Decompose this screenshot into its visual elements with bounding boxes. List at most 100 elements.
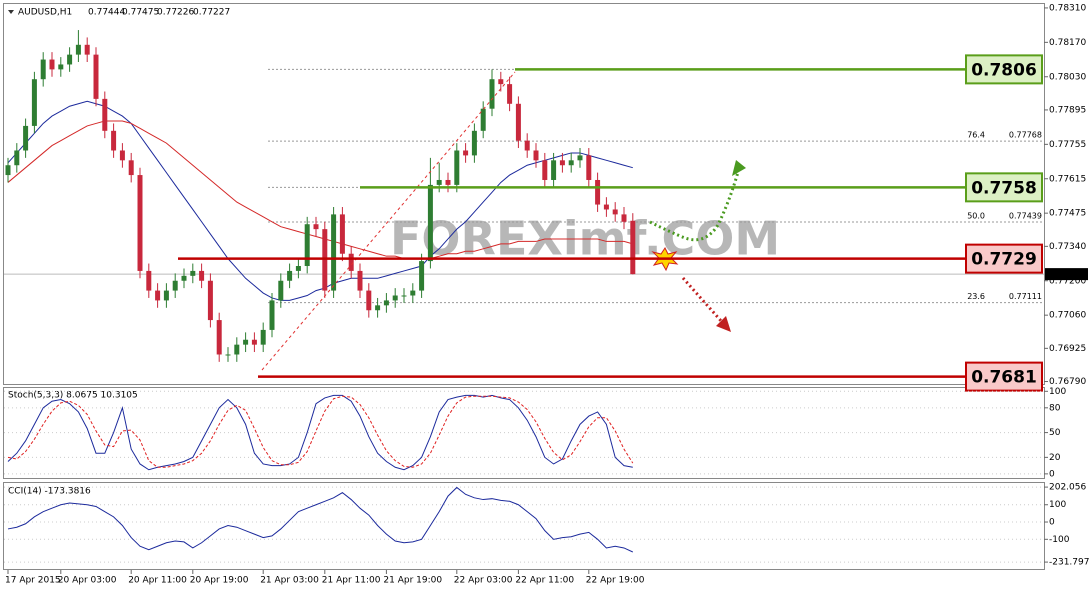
candle-body xyxy=(463,150,469,156)
candle-body xyxy=(234,344,240,355)
stoch-line xyxy=(7,394,633,471)
fib-level: 76.4 xyxy=(967,131,985,140)
candle-body xyxy=(5,165,11,176)
candle-body xyxy=(216,320,222,355)
x-tick-label: 21 Apr 03:00 xyxy=(260,576,319,586)
candle-body xyxy=(533,150,539,161)
current-price-label: 0.77227 xyxy=(1048,270,1085,280)
x-tick-label: 20 Apr 03:00 xyxy=(58,576,117,586)
candle-body xyxy=(595,179,601,205)
y-tick-label: 0 xyxy=(1049,518,1055,528)
candle-body xyxy=(295,266,301,271)
y-tick-label: 80 xyxy=(1049,403,1061,413)
candle-body xyxy=(163,290,169,301)
candle-body xyxy=(23,125,29,151)
candle-body xyxy=(93,54,99,99)
close-price: 0.77227 xyxy=(193,8,230,18)
candle-body xyxy=(621,214,627,222)
cci-title: CCI(14) -173.3816 xyxy=(8,487,91,497)
candle-body xyxy=(190,270,196,276)
x-tick-label: 20 Apr 11:00 xyxy=(128,576,187,586)
moving-average xyxy=(7,100,633,301)
candle-body xyxy=(498,79,504,85)
y-tick-label: 202.056 xyxy=(1049,483,1086,493)
menu-triangle xyxy=(8,10,14,14)
level-box xyxy=(965,361,1043,392)
candle-body xyxy=(49,59,55,70)
level-label: 0.7729 xyxy=(971,250,1037,270)
candle-body xyxy=(137,175,143,271)
y-tick-label: 0 xyxy=(1049,469,1055,479)
candle-body xyxy=(269,300,275,330)
candle-body xyxy=(392,295,398,301)
up-arrow-head xyxy=(732,160,746,176)
candle-body xyxy=(630,220,636,275)
y-tick-label: 0.78310 xyxy=(1049,3,1086,13)
x-tick-label: 22 Apr 19:00 xyxy=(586,576,645,586)
y-tick-label: 100 xyxy=(1049,387,1066,397)
candle-body xyxy=(313,224,319,230)
candle-body xyxy=(331,214,337,291)
fib-level: 23.6 xyxy=(967,292,985,301)
candle-body xyxy=(542,160,548,180)
y-tick-label: 0.78170 xyxy=(1049,38,1086,48)
candle-body xyxy=(199,270,205,281)
level-label: 0.7806 xyxy=(971,60,1037,80)
fib-level: 50.0 xyxy=(967,212,985,221)
candle-body xyxy=(515,103,521,141)
open-price: 0.77444 xyxy=(88,8,125,18)
main-panel xyxy=(3,3,1045,385)
candle-body xyxy=(568,160,574,166)
candle-body xyxy=(67,54,73,65)
candle-body xyxy=(111,130,117,151)
high-price: 0.77475 xyxy=(122,8,159,18)
candle-body xyxy=(348,253,354,271)
y-tick-label: 0.78030 xyxy=(1049,72,1086,82)
candle-body xyxy=(155,290,161,301)
candle-body xyxy=(507,84,513,104)
candle-body xyxy=(436,179,442,185)
y-tick-label: -100 xyxy=(1049,535,1070,545)
low-price: 0.77226 xyxy=(157,8,194,18)
y-tick-label: 0.77895 xyxy=(1049,105,1086,115)
stoch-title: Stoch(5,3,3) 8.0675 10.3105 xyxy=(8,391,138,401)
x-tick-label: 21 Apr 19:00 xyxy=(383,576,442,586)
y-tick-label: 50 xyxy=(1049,428,1061,438)
candle-body xyxy=(58,64,64,70)
moving-average xyxy=(7,120,633,260)
candle-body xyxy=(31,79,37,126)
candle-body xyxy=(603,204,609,210)
candle-body xyxy=(40,59,46,80)
y-tick-label: 0.76925 xyxy=(1049,344,1086,354)
candle-body xyxy=(489,79,495,109)
y-tick-label: -231.797 xyxy=(1049,558,1089,568)
candle-body xyxy=(410,290,416,296)
level-label: 0.7681 xyxy=(971,368,1037,388)
candle-body xyxy=(75,44,81,55)
level-label: 0.7758 xyxy=(971,178,1037,198)
fib-price: 0.77111 xyxy=(1009,292,1042,301)
candle-body xyxy=(366,290,372,311)
candle-body xyxy=(172,280,178,291)
candle-body xyxy=(357,270,363,291)
symbol: AUDUSD,H1 xyxy=(18,8,72,18)
y-tick-label: 0.77475 xyxy=(1049,209,1086,219)
y-tick-label: 0.77615 xyxy=(1049,174,1086,184)
cci-line xyxy=(7,486,634,553)
y-tick-label: 100 xyxy=(1049,500,1066,510)
candle-body xyxy=(278,280,284,301)
x-tick-label: 20 Apr 19:00 xyxy=(190,576,249,586)
candle-body xyxy=(471,130,477,156)
candle-body xyxy=(225,354,231,356)
candle-body xyxy=(577,155,583,161)
fib-price: 0.77439 xyxy=(1009,212,1042,221)
candle-body xyxy=(375,305,381,311)
candle-body xyxy=(586,155,592,180)
y-tick-label: 0.77755 xyxy=(1049,140,1086,150)
x-tick-label: 22 Apr 03:00 xyxy=(454,576,513,586)
candle-body xyxy=(339,214,345,254)
stoch-line xyxy=(7,395,634,468)
candle-body xyxy=(524,140,530,151)
